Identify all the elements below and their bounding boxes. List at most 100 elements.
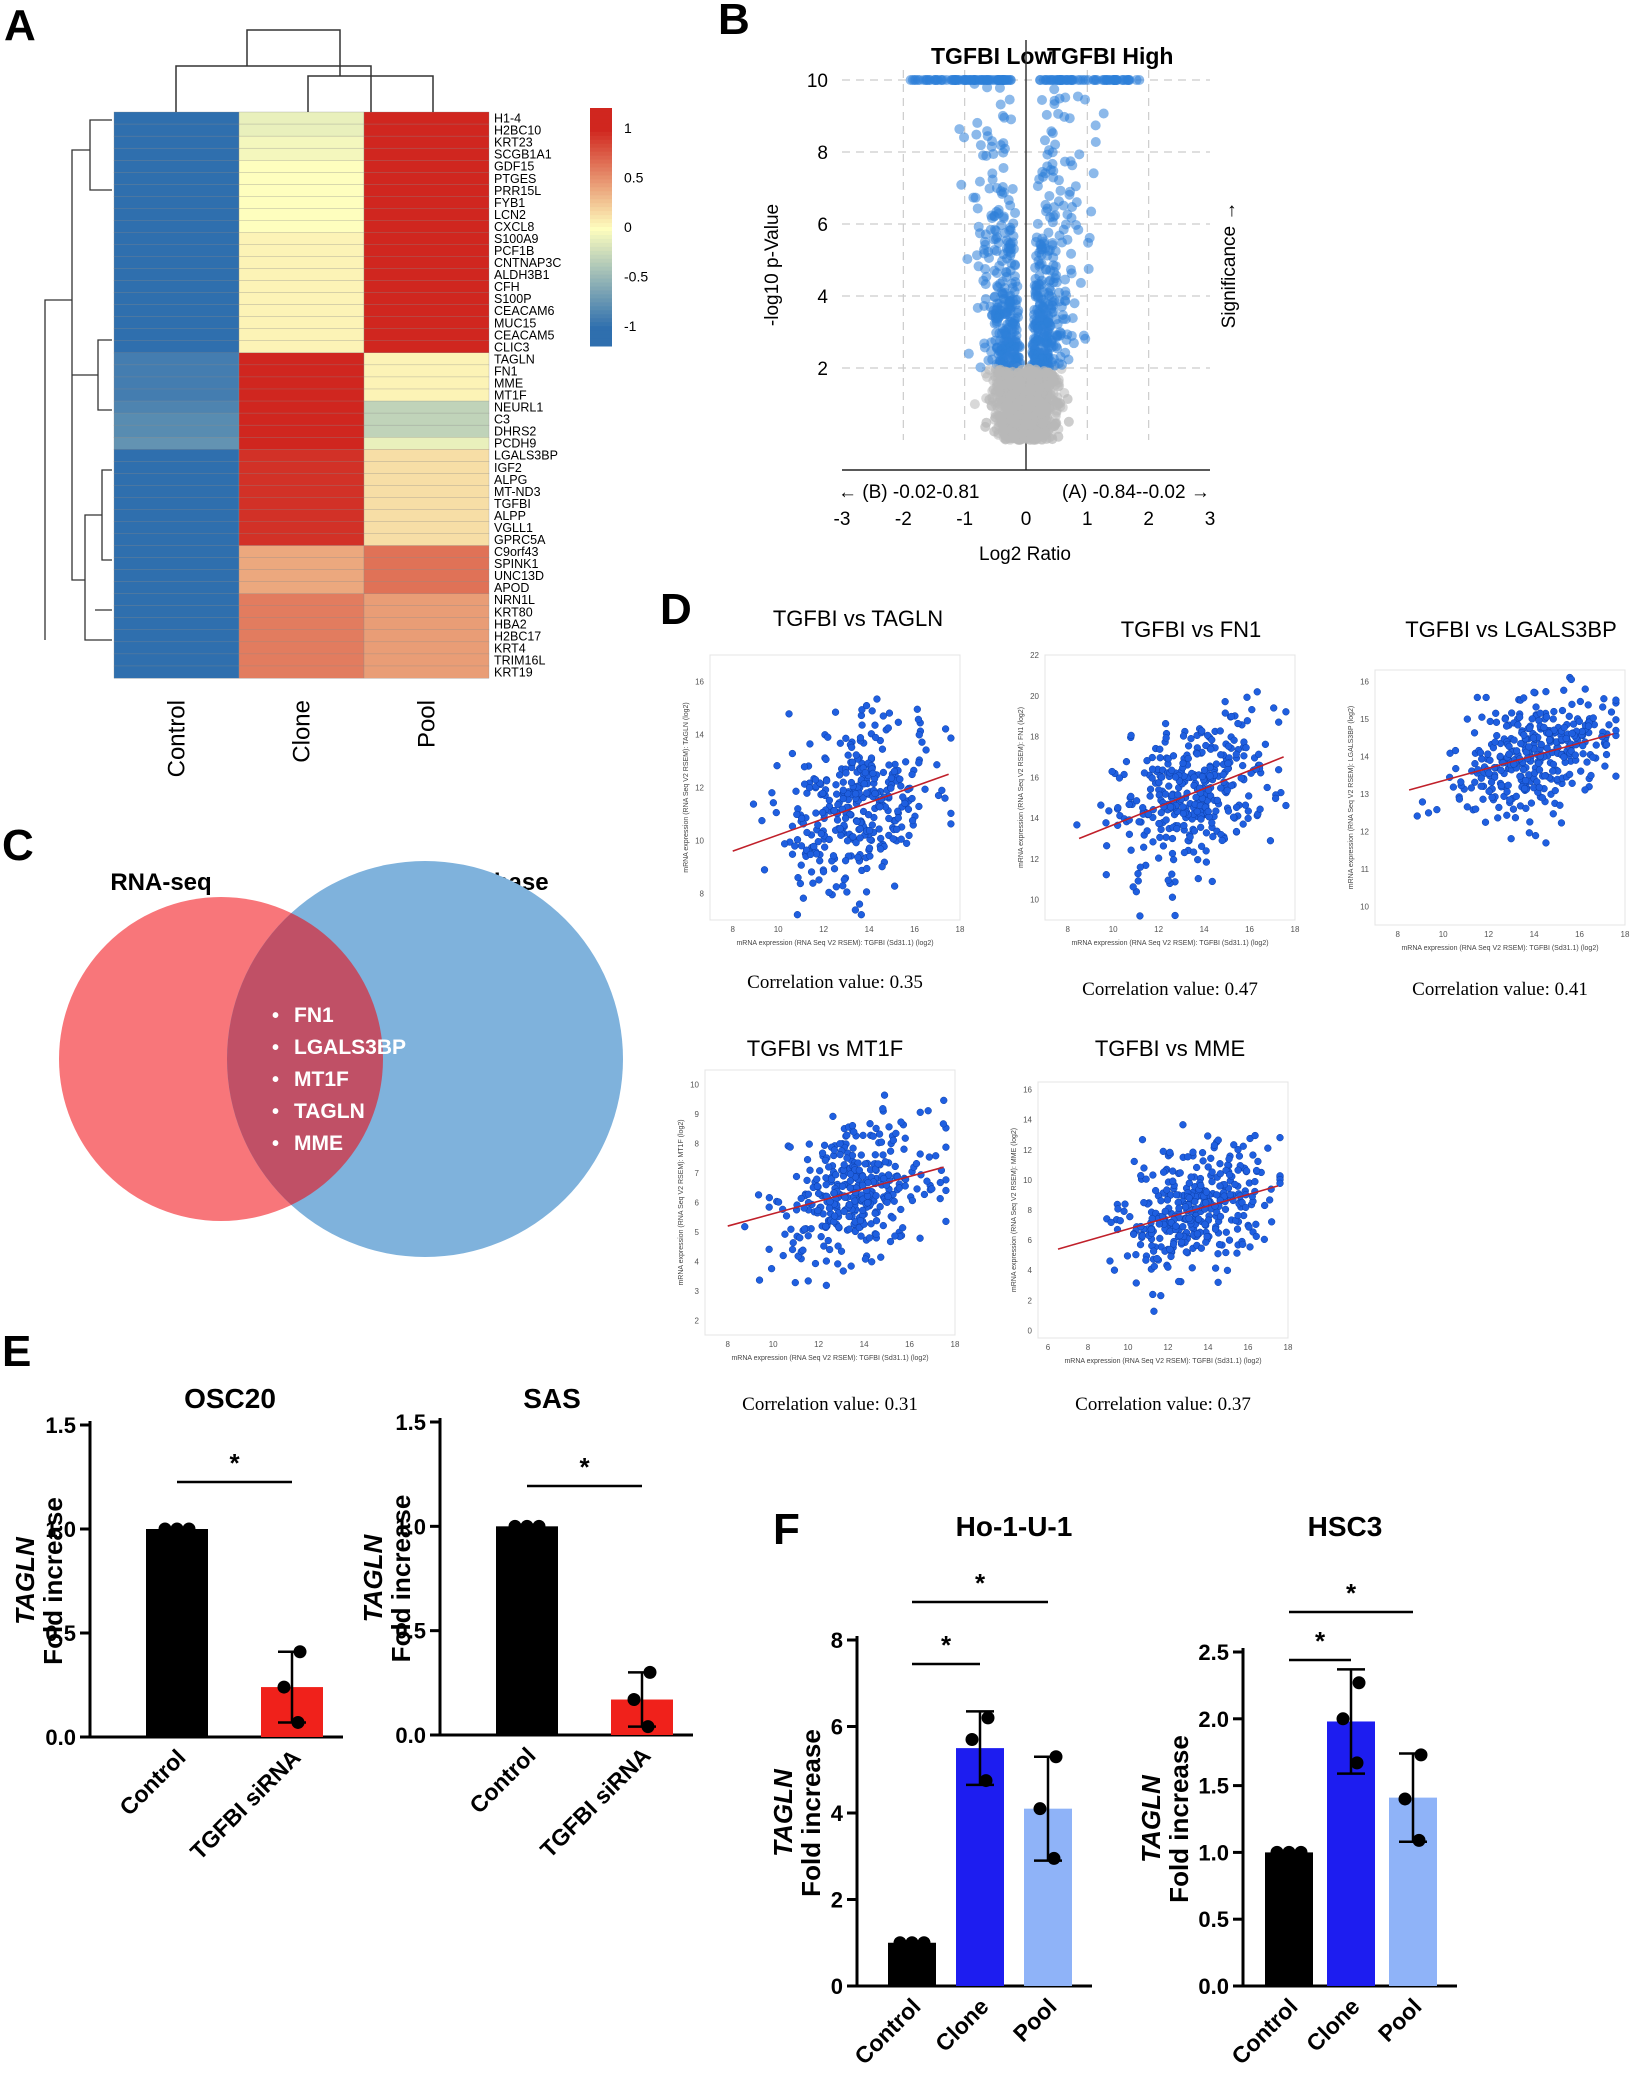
heatmap-cell [363,196,490,209]
heatmap-cell [238,629,365,643]
data-point [965,1732,979,1746]
venn-gene-label: LGALS3BP [294,1036,406,1059]
correlation-point [843,837,852,845]
bar-ytick-label: 2.0 [1198,1707,1229,1732]
volcano-point-ns [1062,394,1073,405]
correlation-point [1241,801,1250,809]
correlation-point [1150,1262,1159,1271]
heatmap-column-label: Pool [414,700,441,748]
volcano-ytick-label: 10 [807,71,828,92]
correlation-point [1161,1207,1169,1216]
correlation-xtick-label: 18 [956,925,965,934]
correlation-point [924,1107,932,1115]
correlation-point [1213,1191,1221,1199]
correlation-point [839,795,847,803]
heatmap-cell [113,147,240,161]
correlation-point [899,1224,907,1232]
correlation-point [843,888,851,896]
volcano-point [962,254,973,265]
correlation-ytick-label: 10 [695,837,704,846]
heatmap-cell [238,196,365,209]
correlation-point [876,845,885,853]
correlation-fit-line [1078,756,1284,840]
correlation-point [1589,714,1597,722]
volcano-point [991,267,1002,278]
correlation-point [866,852,874,860]
correlation-point [797,814,806,823]
volcano-left-range: ← (B) -0.02-0.81 [838,482,980,503]
heatmap-row-label: CEACAM5 [494,328,554,342]
heatmap-cell [113,412,240,426]
correlation-point [839,786,847,794]
correlation-point [1245,792,1253,800]
heatmap-cell [238,653,365,667]
correlation-ytick-label: 16 [1030,773,1039,782]
correlation-point [897,835,905,843]
correlation-point [1274,766,1283,774]
heatmap-row-label: PCDH9 [494,437,536,451]
correlation-xtick-label: 18 [1291,925,1300,934]
correlation-point [1457,778,1465,786]
correlation-point [1551,786,1559,795]
heatmap-cell [363,147,490,161]
correlation-point [1156,745,1164,753]
correlation-point [908,816,917,825]
correlation-point [880,1091,889,1099]
correlation-point [864,811,873,819]
volcano-point [1074,149,1085,160]
heatmap-cell [363,605,490,619]
heatmap-row-label: KRT80 [494,605,533,619]
correlation-point [1536,709,1544,717]
volcano-point [1050,210,1061,221]
heatmap-cell [113,304,240,318]
data-point [1414,1748,1428,1762]
correlation-point [1482,693,1490,702]
correlation-ytick-label: 14 [1023,1116,1032,1125]
correlation-point [1537,740,1545,749]
correlation-point [1562,734,1570,743]
colorbar-segment [590,274,612,280]
correlation-point [825,835,833,844]
data-point [893,1936,907,1950]
correlation-point [819,868,828,876]
correlation-point [1208,1168,1216,1176]
bar-ytick-label: 0.5 [395,1619,426,1644]
heatmap-cell [238,280,365,294]
correlation-point [1180,821,1188,830]
correlation-point [760,866,769,874]
correlation-point [806,850,815,859]
correlation-point [1243,693,1251,701]
correlation-point [832,781,840,789]
correlation-point [1159,842,1168,850]
heatmap-cell [363,665,490,679]
volcano-point [1053,196,1064,207]
correlation-point [928,1185,936,1193]
correlation-point [1568,729,1576,738]
venn-bullet: • [272,1133,279,1155]
correlation-point [862,701,871,710]
volcano-point [996,328,1007,339]
heatmap-cell [363,569,490,583]
correlation-point [1252,1166,1261,1175]
colorbar-segment [590,318,612,323]
volcano-point [1044,190,1055,201]
colorbar-segment [590,242,612,248]
correlation-point [1143,757,1151,765]
correlation-point [1132,1279,1140,1287]
heatmap-row-label: TGFBI [494,497,531,511]
volcano-point [1050,139,1061,150]
heatmap-cell [363,629,490,643]
heatmap-cell [363,412,490,426]
correlation-point [901,1182,909,1190]
heatmap-row-label: TRIM16L [494,653,545,667]
colorbar-segment [590,111,612,117]
heatmap-cell [363,376,490,390]
volcano-point-capped [1097,75,1108,85]
correlation-point [879,1151,887,1159]
correlation-ytick-label: 6 [1028,1236,1033,1245]
heatmap-row-label: FN1 [494,364,518,378]
correlation-point [791,842,799,850]
correlation-point [947,820,955,828]
volcano-point [991,225,1002,236]
data-point [291,1715,305,1729]
